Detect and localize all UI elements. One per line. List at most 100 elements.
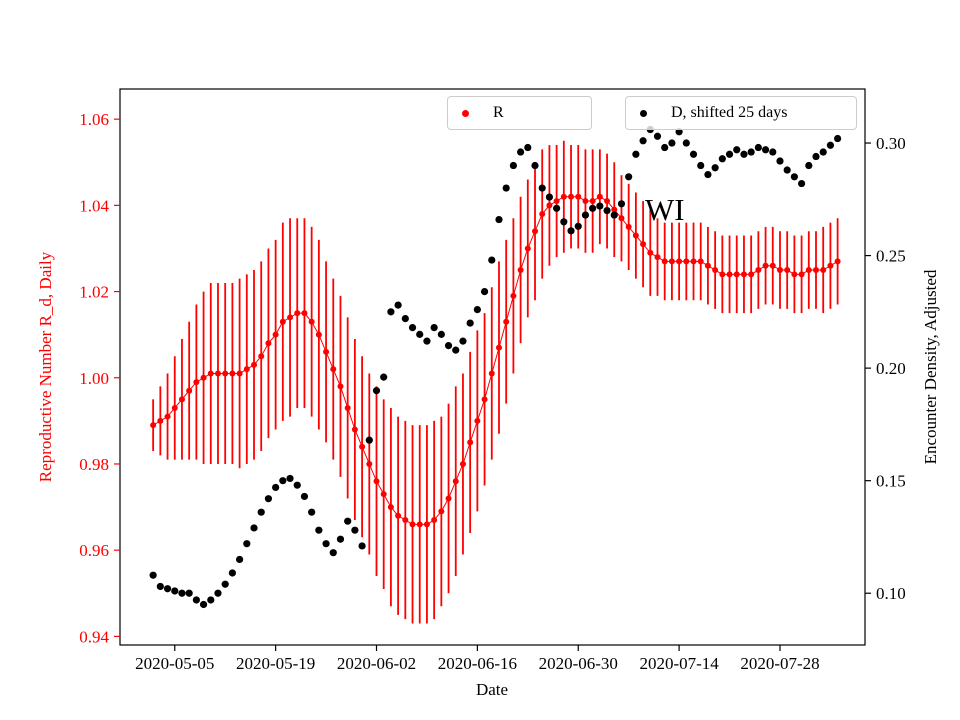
r-point	[431, 517, 438, 524]
d-point	[711, 164, 719, 172]
r-point	[805, 267, 812, 274]
r-point	[712, 267, 719, 274]
y-axis-right-ticks: 0.10 0.15 0.20 0.25 0.30	[865, 134, 906, 603]
d-point	[538, 184, 546, 192]
y-axis-label-right: Encounter Density, Adjusted	[921, 269, 940, 465]
d-point	[783, 166, 791, 174]
d-point	[272, 483, 280, 492]
y-tick-label-left: 0.94	[79, 627, 109, 646]
legend-d-label: D, shifted 25 days	[671, 104, 788, 121]
r-point	[813, 267, 820, 274]
r-point	[560, 193, 567, 200]
r-point	[157, 417, 164, 424]
r-point	[647, 249, 654, 256]
r-point	[596, 193, 603, 200]
d-point	[661, 143, 669, 152]
d-point	[805, 161, 813, 170]
d-point	[401, 315, 409, 323]
y-tick-label-left: 0.98	[79, 455, 109, 474]
r-point	[373, 478, 380, 485]
r-point	[517, 267, 524, 274]
r-point	[150, 422, 157, 429]
d-point	[560, 218, 568, 226]
d-point	[149, 571, 157, 579]
d-point	[819, 148, 827, 156]
legend-r-label: R	[493, 104, 504, 121]
r-point	[186, 387, 193, 394]
d-point	[156, 582, 164, 591]
plot-frame	[119, 88, 866, 646]
d-point	[444, 342, 453, 350]
d-series-points	[149, 125, 842, 609]
d-point	[581, 211, 590, 219]
r-point	[625, 223, 632, 230]
r-point	[409, 521, 416, 528]
d-point	[178, 589, 186, 597]
d-point	[437, 330, 445, 338]
d-point	[286, 474, 294, 483]
d-point	[574, 222, 582, 230]
error-bars	[152, 140, 839, 624]
r-point	[330, 366, 337, 373]
y-tick-label-left: 1.00	[79, 369, 109, 388]
r-point	[423, 521, 430, 528]
d-point	[596, 202, 604, 210]
r-point	[395, 512, 402, 519]
d-point	[264, 495, 273, 503]
d-point	[625, 173, 633, 181]
r-point	[301, 310, 308, 317]
d-point	[797, 179, 806, 188]
d-point	[639, 137, 647, 145]
d-point	[344, 517, 352, 525]
r-point	[510, 292, 517, 299]
x-tick-label: 2020-07-28	[740, 654, 819, 673]
r-point	[604, 198, 611, 205]
r-point	[214, 370, 221, 377]
y-axis-label-left: Reproductive Number R_d, Daily	[36, 251, 55, 483]
d-point	[689, 150, 698, 158]
d-point	[826, 141, 835, 149]
d-point	[740, 150, 748, 158]
d-point	[329, 549, 337, 557]
r-point	[776, 267, 783, 274]
r-point	[366, 460, 373, 467]
d-point	[509, 161, 517, 170]
y-axis-left-ticks: 0.94 0.96 0.98 1.00 1.02 1.04 1.06	[79, 110, 120, 646]
r-point	[164, 413, 171, 420]
r-point	[632, 232, 639, 239]
d-point	[257, 508, 265, 516]
r-point	[618, 215, 625, 222]
x-tick-label: 2020-06-16	[438, 654, 517, 673]
r-point	[784, 267, 791, 274]
y-tick-label-right: 0.25	[876, 247, 906, 266]
d-point	[834, 134, 842, 143]
d-point	[761, 146, 770, 154]
r-point	[294, 310, 301, 317]
d-marker-icon	[640, 109, 647, 117]
r-point	[697, 258, 704, 265]
r-point	[315, 331, 322, 338]
r-point	[524, 245, 531, 252]
d-point	[192, 596, 200, 604]
d-point	[524, 143, 532, 152]
r-point	[265, 340, 272, 347]
d-point	[293, 481, 301, 489]
d-point	[351, 526, 359, 534]
y-tick-label-left: 0.96	[79, 541, 109, 560]
r-point	[589, 198, 596, 205]
x-tick-label: 2020-07-14	[639, 654, 719, 673]
d-point	[516, 148, 525, 156]
d-point	[372, 387, 381, 395]
r-point	[532, 228, 539, 235]
d-point	[430, 324, 438, 332]
d-point	[682, 139, 690, 147]
r-point	[798, 271, 805, 278]
d-point	[236, 555, 244, 564]
r-point	[539, 210, 546, 217]
d-point	[776, 157, 784, 165]
r-point	[171, 404, 178, 411]
d-point	[610, 211, 618, 219]
r-point	[654, 254, 661, 261]
r-line	[152, 196, 838, 525]
r-point	[445, 495, 452, 502]
